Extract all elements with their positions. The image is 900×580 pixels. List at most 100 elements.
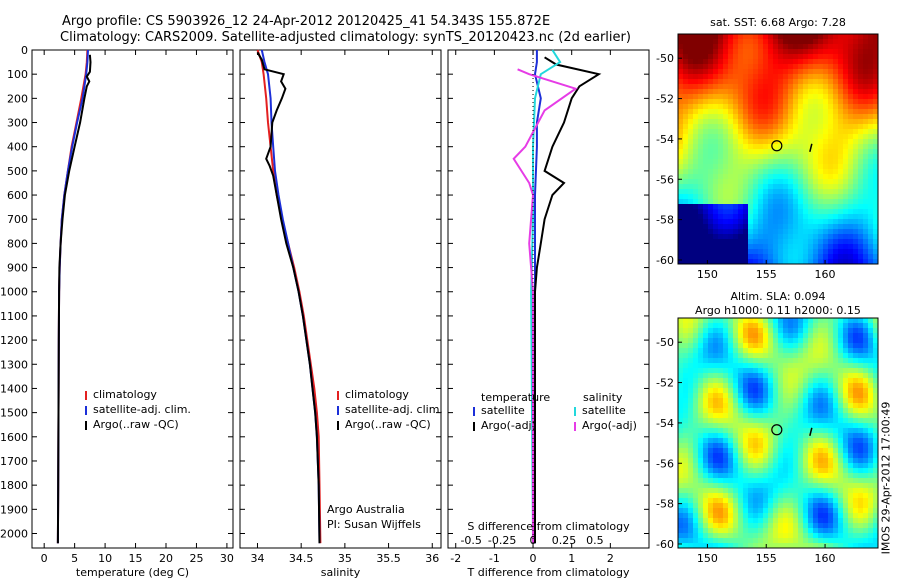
legend-label: satellite-adj. clim. <box>93 403 191 416</box>
series-line <box>256 49 322 544</box>
x-tick-label: -2 <box>450 552 461 565</box>
x-axis-label: T difference from climatology <box>467 566 630 579</box>
difference-profile-chart: -2 -1 0 1 2T difference from climatology -0.5… <box>447 49 650 579</box>
x-tick-label: 36 <box>425 552 439 565</box>
y-tick-label: -58 <box>656 498 674 511</box>
x2-tick-label: 0 <box>530 534 537 547</box>
x-tick-label: 160 <box>815 268 836 281</box>
argo-position-marker <box>771 424 783 436</box>
series-line <box>260 49 321 544</box>
y-tick-label: 1900 <box>0 503 28 516</box>
map-title: sat. SST: 6.68 Argo: 7.28 <box>710 16 846 29</box>
figure-title-line2: Climatology: CARS2009. Satellite-adjuste… <box>60 30 631 45</box>
x-tick-label: 0 <box>41 552 48 565</box>
temperature-profile-chart: 0 5 10 15 20 25 300100200300400500600700800900… <box>0 44 234 579</box>
y-tick-label: -54 <box>656 417 674 430</box>
map-frame <box>677 33 879 265</box>
y-tick-label: 800 <box>7 237 28 250</box>
legend-label: satellite <box>481 404 525 417</box>
x2-tick-label: 0.25 <box>552 534 577 547</box>
y-tick-label: 1400 <box>0 382 28 395</box>
sla-map-chart: 150 155 160 -50 -52 -54 -56 -58 -60 Altim. SLA: 0… <box>656 290 879 565</box>
x-tick-label: 30 <box>220 552 234 565</box>
x-tick-label: 25 <box>189 552 203 565</box>
y-tick-label: 1300 <box>0 358 28 371</box>
legend-label: climatology <box>93 388 157 401</box>
x-tick-label: 150 <box>697 268 718 281</box>
y-tick-label: -56 <box>656 457 674 470</box>
x-axis-label: salinity <box>321 566 361 579</box>
plot-frame <box>447 49 650 549</box>
annotation-text: PI: Susan Wijffels <box>327 518 421 531</box>
y-tick-label: 500 <box>7 165 28 178</box>
x-tick-label: 35 <box>338 552 352 565</box>
x-tick-label: 34 <box>250 552 264 565</box>
series-line <box>56 49 89 544</box>
x-tick-label: 5 <box>71 552 78 565</box>
x-tick-label: 1 <box>568 552 575 565</box>
legend-group-label: temperature <box>481 391 550 404</box>
y-tick-label: 1700 <box>0 455 28 468</box>
y-tick-label: -56 <box>656 173 674 186</box>
y-tick-label: 1800 <box>0 479 28 492</box>
y-tick-label: 1100 <box>0 310 28 323</box>
y-tick-label: 900 <box>7 262 28 275</box>
x-axis-label: temperature (deg C) <box>76 566 189 579</box>
y-tick-label: 0 <box>21 44 28 57</box>
figure-title-line1: Argo profile: CS 5903926_12 24-Apr-2012 … <box>62 14 551 29</box>
sst-map-chart: 150 155 160 -50 -52 -54 -56 -58 -60 sat. SST: 6.6… <box>656 16 879 281</box>
x-tick-label: 34.5 <box>289 552 314 565</box>
map-frame <box>677 317 879 549</box>
y-tick-label: 1600 <box>0 431 28 444</box>
series-line <box>256 51 321 544</box>
y-tick-label: 400 <box>7 141 28 154</box>
series-line <box>56 54 92 544</box>
plot-frame <box>239 49 442 549</box>
legend-label: climatology <box>345 388 409 401</box>
series-line <box>534 56 602 544</box>
legend-label: satellite <box>582 404 626 417</box>
y-tick-label: 200 <box>7 92 28 105</box>
x-tick-label: 150 <box>697 552 718 565</box>
x2-tick-label: -0.5 <box>460 534 481 547</box>
credit-text: IMOS 29-Apr-2012 17:00:49 <box>879 401 893 555</box>
map-title: Altim. SLA: 0.094 <box>730 290 825 303</box>
x-tick-label: 160 <box>815 552 836 565</box>
y-tick-label: -50 <box>656 336 674 349</box>
y-tick-label: -52 <box>656 377 674 390</box>
drift-arrow <box>809 143 813 152</box>
y-tick-label: -60 <box>656 538 674 551</box>
x2-tick-label: 0.5 <box>586 534 604 547</box>
x-tick-label: 155 <box>756 268 777 281</box>
y-tick-label: 1200 <box>0 334 28 347</box>
y-tick-label: -52 <box>656 93 674 106</box>
map-field <box>678 34 878 264</box>
y-tick-label: 2000 <box>0 527 28 540</box>
legend-label: Argo(-adj) <box>481 419 536 432</box>
y-tick-label: 100 <box>7 68 28 81</box>
series-line <box>56 49 89 544</box>
legend-label: Argo(..raw -QC) <box>93 418 179 431</box>
map-subtitle: Argo h1000: 0.11 h2000: 0.15 <box>695 304 861 317</box>
x-tick-label: 35.5 <box>376 552 401 565</box>
x-tick-label: 2 <box>607 552 614 565</box>
legend-group-label: salinity <box>583 391 623 404</box>
legend-label: Argo(-adj) <box>582 419 637 432</box>
map-field <box>678 318 878 548</box>
salinity-profile-chart: 34 34.5 35 35.5 36 salinity climatology satelli… <box>239 49 443 579</box>
x-tick-label: -1 <box>489 552 500 565</box>
plot-frame <box>31 49 234 549</box>
drift-arrow <box>809 427 813 436</box>
y-tick-label: -58 <box>656 214 674 227</box>
y-tick-label: -60 <box>656 254 674 267</box>
y-tick-label: 700 <box>7 213 28 226</box>
series-line <box>512 68 578 544</box>
y-tick-label: -50 <box>656 52 674 65</box>
legend-label: Argo(..raw -QC) <box>345 418 431 431</box>
annotation-text: Argo Australia <box>327 503 405 516</box>
x-tick-label: 20 <box>159 552 173 565</box>
argo-position-marker <box>771 140 783 152</box>
x-tick-label: 10 <box>98 552 112 565</box>
x2-tick-label: -0.25 <box>488 534 516 547</box>
